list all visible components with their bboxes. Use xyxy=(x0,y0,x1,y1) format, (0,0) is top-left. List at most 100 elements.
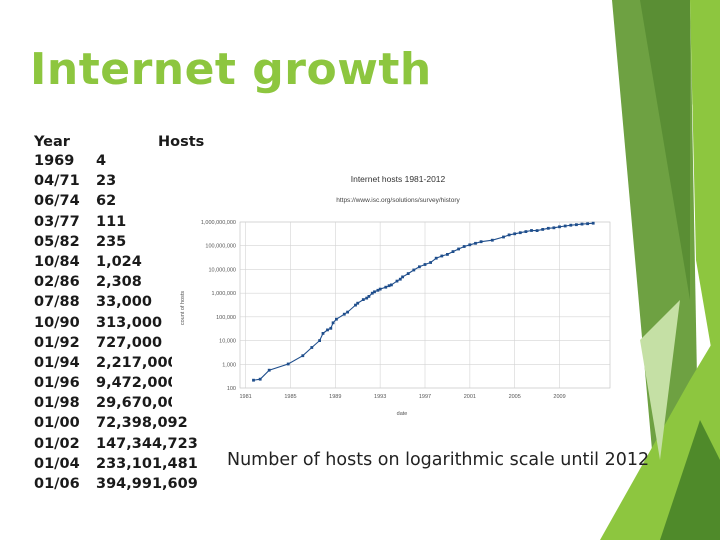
table-row: 01/02 147,344,723 xyxy=(34,436,204,456)
data-point xyxy=(342,312,346,316)
data-point xyxy=(267,368,271,372)
row-hosts: 29,670,000 xyxy=(96,395,188,412)
row-hosts: 9,472,000 xyxy=(96,375,178,392)
data-point xyxy=(301,354,305,358)
data-point xyxy=(310,346,314,349)
data-point xyxy=(462,245,466,248)
data-point xyxy=(387,284,391,288)
data-point xyxy=(384,285,388,289)
table-row: 02/86 2,308 xyxy=(34,274,204,294)
row-year: 05/82 xyxy=(34,233,80,250)
data-point xyxy=(541,228,545,231)
row-year: 04/71 xyxy=(34,173,80,190)
row-year: 01/96 xyxy=(34,375,80,392)
row-year: 01/98 xyxy=(34,395,80,412)
data-point xyxy=(378,287,382,291)
data-point xyxy=(373,290,376,294)
data-point xyxy=(398,277,402,281)
row-hosts: 235 xyxy=(96,233,127,250)
data-point xyxy=(546,226,550,230)
chart-ylabel: count of hosts xyxy=(180,291,186,325)
data-point xyxy=(252,378,255,382)
data-point xyxy=(558,225,561,229)
x-tick-label: 2005 xyxy=(509,394,521,400)
chart-xlabel: date xyxy=(397,411,408,416)
host-growth-chart: Internet hosts 1981-2012 https://www.isc… xyxy=(172,166,622,417)
data-point xyxy=(524,230,528,233)
data-point xyxy=(354,303,357,307)
data-point xyxy=(412,268,416,272)
decor-green-band-dark xyxy=(640,0,690,300)
data-point xyxy=(434,256,438,260)
decor-green-light xyxy=(690,0,720,400)
row-year: 01/02 xyxy=(34,435,80,452)
table-row: 10/90 313,000 xyxy=(34,315,204,335)
x-tick-label: 1997 xyxy=(419,394,431,400)
chart-title: Internet hosts 1981-2012 xyxy=(351,174,446,184)
x-tick-label: 1989 xyxy=(329,394,341,400)
table-row: 01/06 394,991,609 xyxy=(34,476,204,496)
row-year: 01/94 xyxy=(34,354,80,371)
data-point xyxy=(329,326,333,330)
y-tick-label: 1,000,000,000 xyxy=(201,220,236,226)
data-point xyxy=(376,288,380,292)
table-row: 1969 4 xyxy=(34,153,204,173)
x-tick-label: 2009 xyxy=(553,394,565,400)
chart-subtitle: https://www.isc.org/solutions/survey/his… xyxy=(336,197,460,204)
data-point xyxy=(451,250,455,253)
row-year: 10/84 xyxy=(34,253,80,270)
data-point xyxy=(258,377,262,381)
data-point xyxy=(429,261,432,264)
chart-svg: Internet hosts 1981-2012 https://www.isc… xyxy=(180,174,611,417)
data-point xyxy=(335,317,338,321)
data-point xyxy=(367,295,371,298)
data-point xyxy=(474,241,477,245)
table-rows: 1969 4 04/71 23 06/74 62 03/77 111 05/82 235 10/84… xyxy=(34,153,204,496)
table-row: 03/77 111 xyxy=(34,214,204,234)
row-year: 02/86 xyxy=(34,274,80,291)
row-hosts: 72,398,092 xyxy=(96,415,188,432)
row-hosts: 23 xyxy=(96,173,117,190)
data-point xyxy=(490,238,494,242)
table-row: 10/84 1,024 xyxy=(34,254,204,274)
data-point xyxy=(446,253,449,256)
data-point xyxy=(390,283,393,287)
y-tick-label: 100,000 xyxy=(216,315,236,321)
y-tick-label: 100 xyxy=(227,386,236,392)
row-year: 06/74 xyxy=(34,193,80,210)
data-point xyxy=(365,296,369,300)
chart-caption: Number of hosts on logarithmic scale unt… xyxy=(227,450,650,470)
table-row: 05/82 235 xyxy=(34,234,204,254)
row-year: 10/90 xyxy=(34,314,80,331)
row-hosts: 4 xyxy=(96,153,107,169)
data-point xyxy=(346,310,349,314)
data-point xyxy=(580,222,584,226)
slide-title: Internet growth xyxy=(30,44,432,95)
y-tick-label: 100,000,000 xyxy=(205,244,236,250)
data-point xyxy=(563,224,567,228)
row-year: 07/88 xyxy=(34,294,80,311)
x-tick-label: 1993 xyxy=(374,394,386,400)
data-point xyxy=(406,272,410,275)
data-point xyxy=(535,229,539,232)
x-tick-label: 1985 xyxy=(284,394,296,400)
row-year: 01/04 xyxy=(34,455,80,472)
row-hosts: 1,024 xyxy=(96,253,142,270)
row-year: 03/77 xyxy=(34,213,80,230)
row-hosts: 394,991,609 xyxy=(96,476,198,492)
data-point xyxy=(586,222,589,226)
data-point xyxy=(502,235,505,239)
data-point xyxy=(507,233,511,237)
row-hosts: 233,101,481 xyxy=(96,455,198,472)
row-year: 1969 xyxy=(34,153,75,169)
row-year: 01/06 xyxy=(34,476,80,492)
y-tick-label: 10,000,000 xyxy=(208,267,236,273)
data-point xyxy=(331,321,335,325)
table-row: 01/04 233,101,481 xyxy=(34,456,204,476)
table-row: 01/00 72,398,092 xyxy=(34,415,204,435)
table-header-year: Year xyxy=(34,134,70,150)
chart-tick-labels: 100 1,000 10,000 100,000 1,000,000 10,000,000… xyxy=(201,220,566,400)
data-point xyxy=(370,291,374,295)
y-tick-label: 1,000,000 xyxy=(212,291,236,297)
data-point xyxy=(440,254,444,258)
